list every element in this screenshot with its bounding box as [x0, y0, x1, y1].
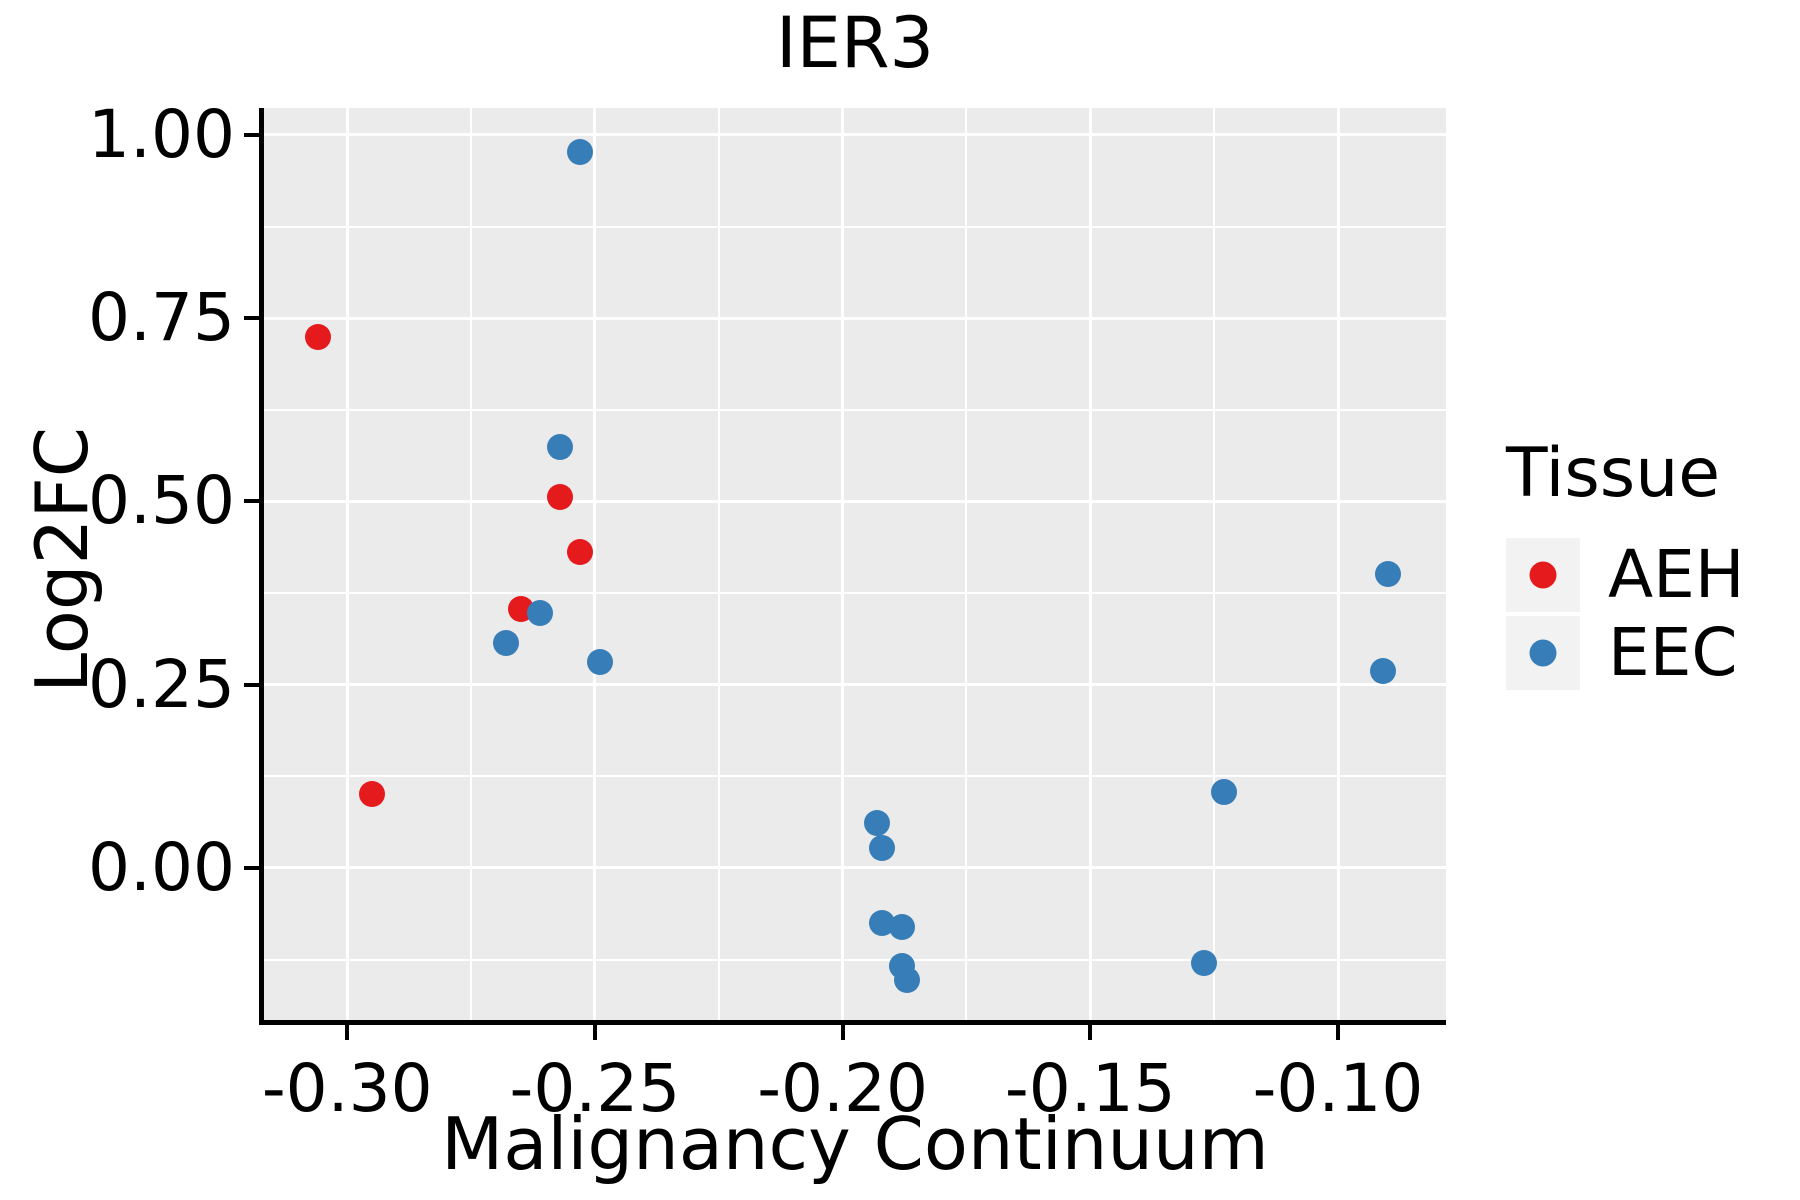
legend-dot-aeh [1529, 561, 1557, 589]
minor-gridline-y [264, 958, 1446, 961]
data-point-eec [586, 649, 613, 675]
x-tick-label: -0.15 [1004, 1050, 1176, 1127]
major-gridline-y [264, 133, 1446, 137]
major-gridline-x [1088, 108, 1092, 1020]
minor-gridline-x [717, 108, 720, 1020]
data-point-eec [864, 810, 891, 837]
minor-gridline-x [1213, 108, 1216, 1020]
x-axis-line [259, 1020, 1446, 1025]
data-point-eec [567, 138, 594, 165]
major-gridline-x [345, 108, 349, 1020]
x-tick [345, 1025, 350, 1040]
y-tick-label: 0.75 [88, 279, 235, 357]
x-tick [1088, 1025, 1093, 1040]
data-point-eec [547, 434, 574, 461]
data-point-eec [889, 914, 916, 941]
legend-dot-eec [1529, 639, 1557, 667]
legend-label: EEC [1608, 614, 1738, 691]
data-point-aeh [547, 484, 574, 511]
data-point-eec [492, 629, 519, 656]
major-gridline-y [264, 683, 1446, 687]
x-tick [1336, 1025, 1340, 1040]
y-tick-label: 0.25 [88, 645, 235, 723]
major-gridline-x [1336, 108, 1340, 1020]
x-tick-label: -0.20 [757, 1050, 928, 1127]
legend: Tissue AEH EEC [1506, 440, 1744, 694]
legend-label: AEH [1608, 536, 1745, 613]
y-tick [244, 682, 259, 687]
data-point-eec [1369, 657, 1396, 684]
x-tick [840, 1025, 845, 1040]
legend-entries: AEH EEC [1506, 538, 1744, 690]
y-tick [244, 132, 259, 137]
y-tick-label: 1.00 [88, 95, 235, 173]
y-tick-label: 0.00 [88, 828, 235, 906]
data-point-eec [527, 599, 554, 626]
x-axis-title: Malignancy Continuum [441, 1102, 1269, 1186]
data-point-aeh [304, 323, 331, 350]
x-tick [592, 1025, 597, 1040]
major-gridline-y [264, 499, 1446, 503]
y-axis-line [259, 108, 264, 1025]
x-tick-label: -0.10 [1252, 1050, 1424, 1127]
plot-panel [264, 108, 1446, 1020]
data-point-eec [1374, 561, 1401, 588]
legend-key [1506, 538, 1580, 612]
major-gridline-y [264, 866, 1446, 870]
legend-entry-aeh: AEH [1506, 538, 1744, 612]
minor-gridline-y [264, 775, 1446, 778]
y-tick-label: 0.50 [88, 462, 235, 540]
minor-gridline-y [264, 225, 1446, 228]
x-tick-label: -0.30 [261, 1050, 433, 1127]
major-gridline-y [264, 316, 1446, 320]
data-point-eec [1191, 950, 1218, 977]
data-point-eec [1211, 778, 1238, 805]
minor-gridline-x [965, 108, 968, 1020]
minor-gridline-y [264, 592, 1446, 595]
data-point-aeh [358, 780, 385, 807]
legend-title: Tissue [1506, 434, 1721, 513]
minor-gridline-y [264, 408, 1446, 411]
major-gridline-x [841, 108, 845, 1020]
major-gridline-x [593, 108, 597, 1020]
minor-gridline-x [470, 108, 473, 1020]
y-tick [244, 865, 259, 870]
y-tick [244, 316, 259, 321]
legend-entry-eec: EEC [1506, 616, 1744, 690]
data-point-eec [869, 835, 896, 862]
data-point-aeh [567, 539, 594, 566]
y-tick [244, 499, 259, 504]
chart-title: IER3 [775, 2, 935, 84]
x-tick-label: -0.25 [509, 1050, 681, 1127]
data-point-eec [894, 967, 921, 994]
legend-key [1506, 616, 1580, 690]
